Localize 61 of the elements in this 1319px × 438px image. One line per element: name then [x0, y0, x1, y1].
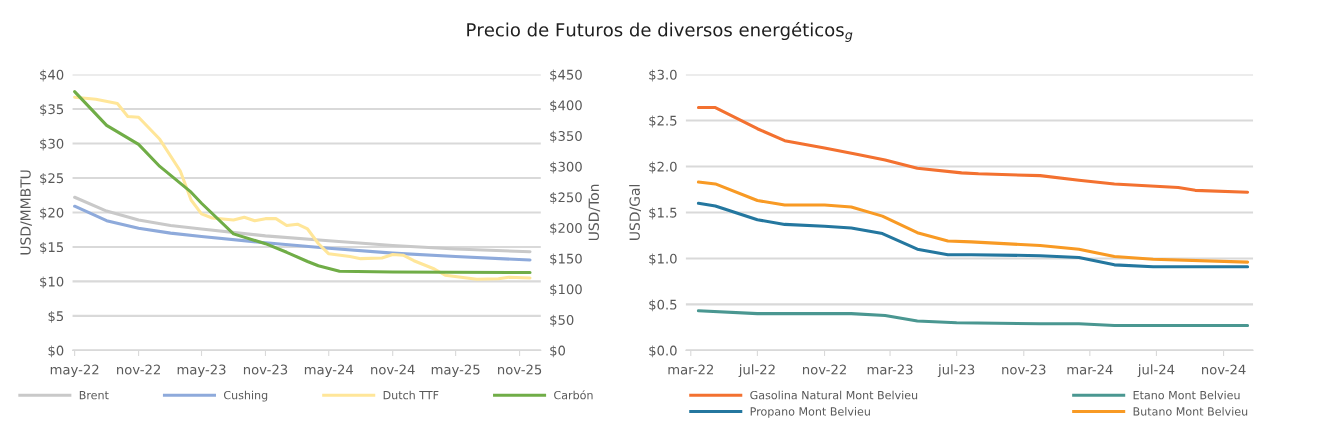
line-series [696, 106, 1250, 194]
y-tick-label: $1.0 [649, 253, 677, 266]
legend-label: Propano Mont Belvieu [750, 407, 870, 418]
x-tick-label: nov-23 [1002, 364, 1046, 375]
y-tick-label: $1.5 [649, 207, 677, 220]
x-tick-label: nov-22 [803, 364, 846, 375]
y2-tick-label: $300 [550, 161, 582, 174]
y-tick-label: $35 [40, 103, 64, 116]
y2-tick-label: $100 [550, 284, 582, 297]
y-tick-label: $25 [40, 172, 64, 185]
legend-label: Gasolina Natural Mont Belvieu [750, 390, 918, 400]
x-tick-label: nov-24 [371, 364, 415, 375]
line-series [73, 195, 532, 254]
x-tick-label: nov-22 [117, 364, 160, 375]
x-tick-label: may-22 [50, 364, 99, 378]
x-tick-label: mar-24 [1067, 364, 1113, 375]
x-tick-label: mar-23 [867, 364, 913, 375]
y2-tick-label: $250 [550, 192, 582, 205]
y-tick-label: $20 [40, 207, 64, 220]
line-series [696, 180, 1250, 264]
y2-tick-label: $50 [550, 314, 574, 327]
legend-label: Dutch TTF [383, 390, 439, 400]
x-tick-label: nov-23 [243, 364, 288, 375]
y-tick-label: $30 [40, 138, 64, 151]
legend-label: Butano Mont Belvieu [1133, 407, 1248, 416]
line-series [73, 204, 532, 262]
legend-label: Brent [79, 391, 109, 400]
x-tick-label: may-23 [177, 364, 226, 378]
x-tick-label: jul-24 [1137, 364, 1175, 378]
y2-tick-label: $350 [550, 130, 582, 143]
x-tick-label: nov-25 [498, 364, 542, 375]
legend-label: Etano Mont Belvieu [1133, 390, 1240, 400]
y-tick-label: $3.0 [649, 69, 677, 82]
line-series [696, 201, 1250, 269]
y-tick-label: $0.5 [649, 299, 677, 312]
y2-tick-label: $150 [550, 253, 582, 266]
x-tick-label: may-25 [431, 364, 480, 378]
x-tick-label: jul-22 [738, 364, 775, 378]
y-tick-label: $5 [48, 310, 64, 323]
text: Precio de Futuros de diversos energéticos$_{g}$ [467, 21, 853, 42]
legend-label: Cushing [223, 390, 268, 402]
legend-label: Carbón [554, 390, 593, 400]
line-series [696, 309, 1250, 328]
y-tick-label: $40 [40, 69, 64, 82]
y-axis-title: USD/Gal [629, 184, 642, 240]
y2-tick-label: $450 [550, 69, 582, 82]
y-tick-label: $0.0 [649, 345, 677, 358]
y-tick-label: $15 [40, 241, 64, 254]
y2-tick-label: $400 [550, 100, 582, 113]
y2-tick-label: $200 [550, 222, 582, 235]
y-tick-label: $0 [48, 345, 64, 358]
y-tick-label: $2.0 [649, 161, 677, 174]
y2-axis-title: USD/Ton [588, 184, 601, 241]
x-tick-label: mar-22 [668, 364, 714, 375]
y2-tick-label: $0 [550, 345, 566, 358]
y-tick-label: $2.5 [649, 115, 677, 128]
y-tick-label: $10 [40, 276, 64, 289]
x-tick-label: jul-23 [937, 364, 975, 378]
x-tick-label: nov-24 [1202, 364, 1246, 375]
y-axis-title: USD/MMBTU [20, 170, 32, 255]
x-tick-label: may-24 [304, 364, 354, 378]
